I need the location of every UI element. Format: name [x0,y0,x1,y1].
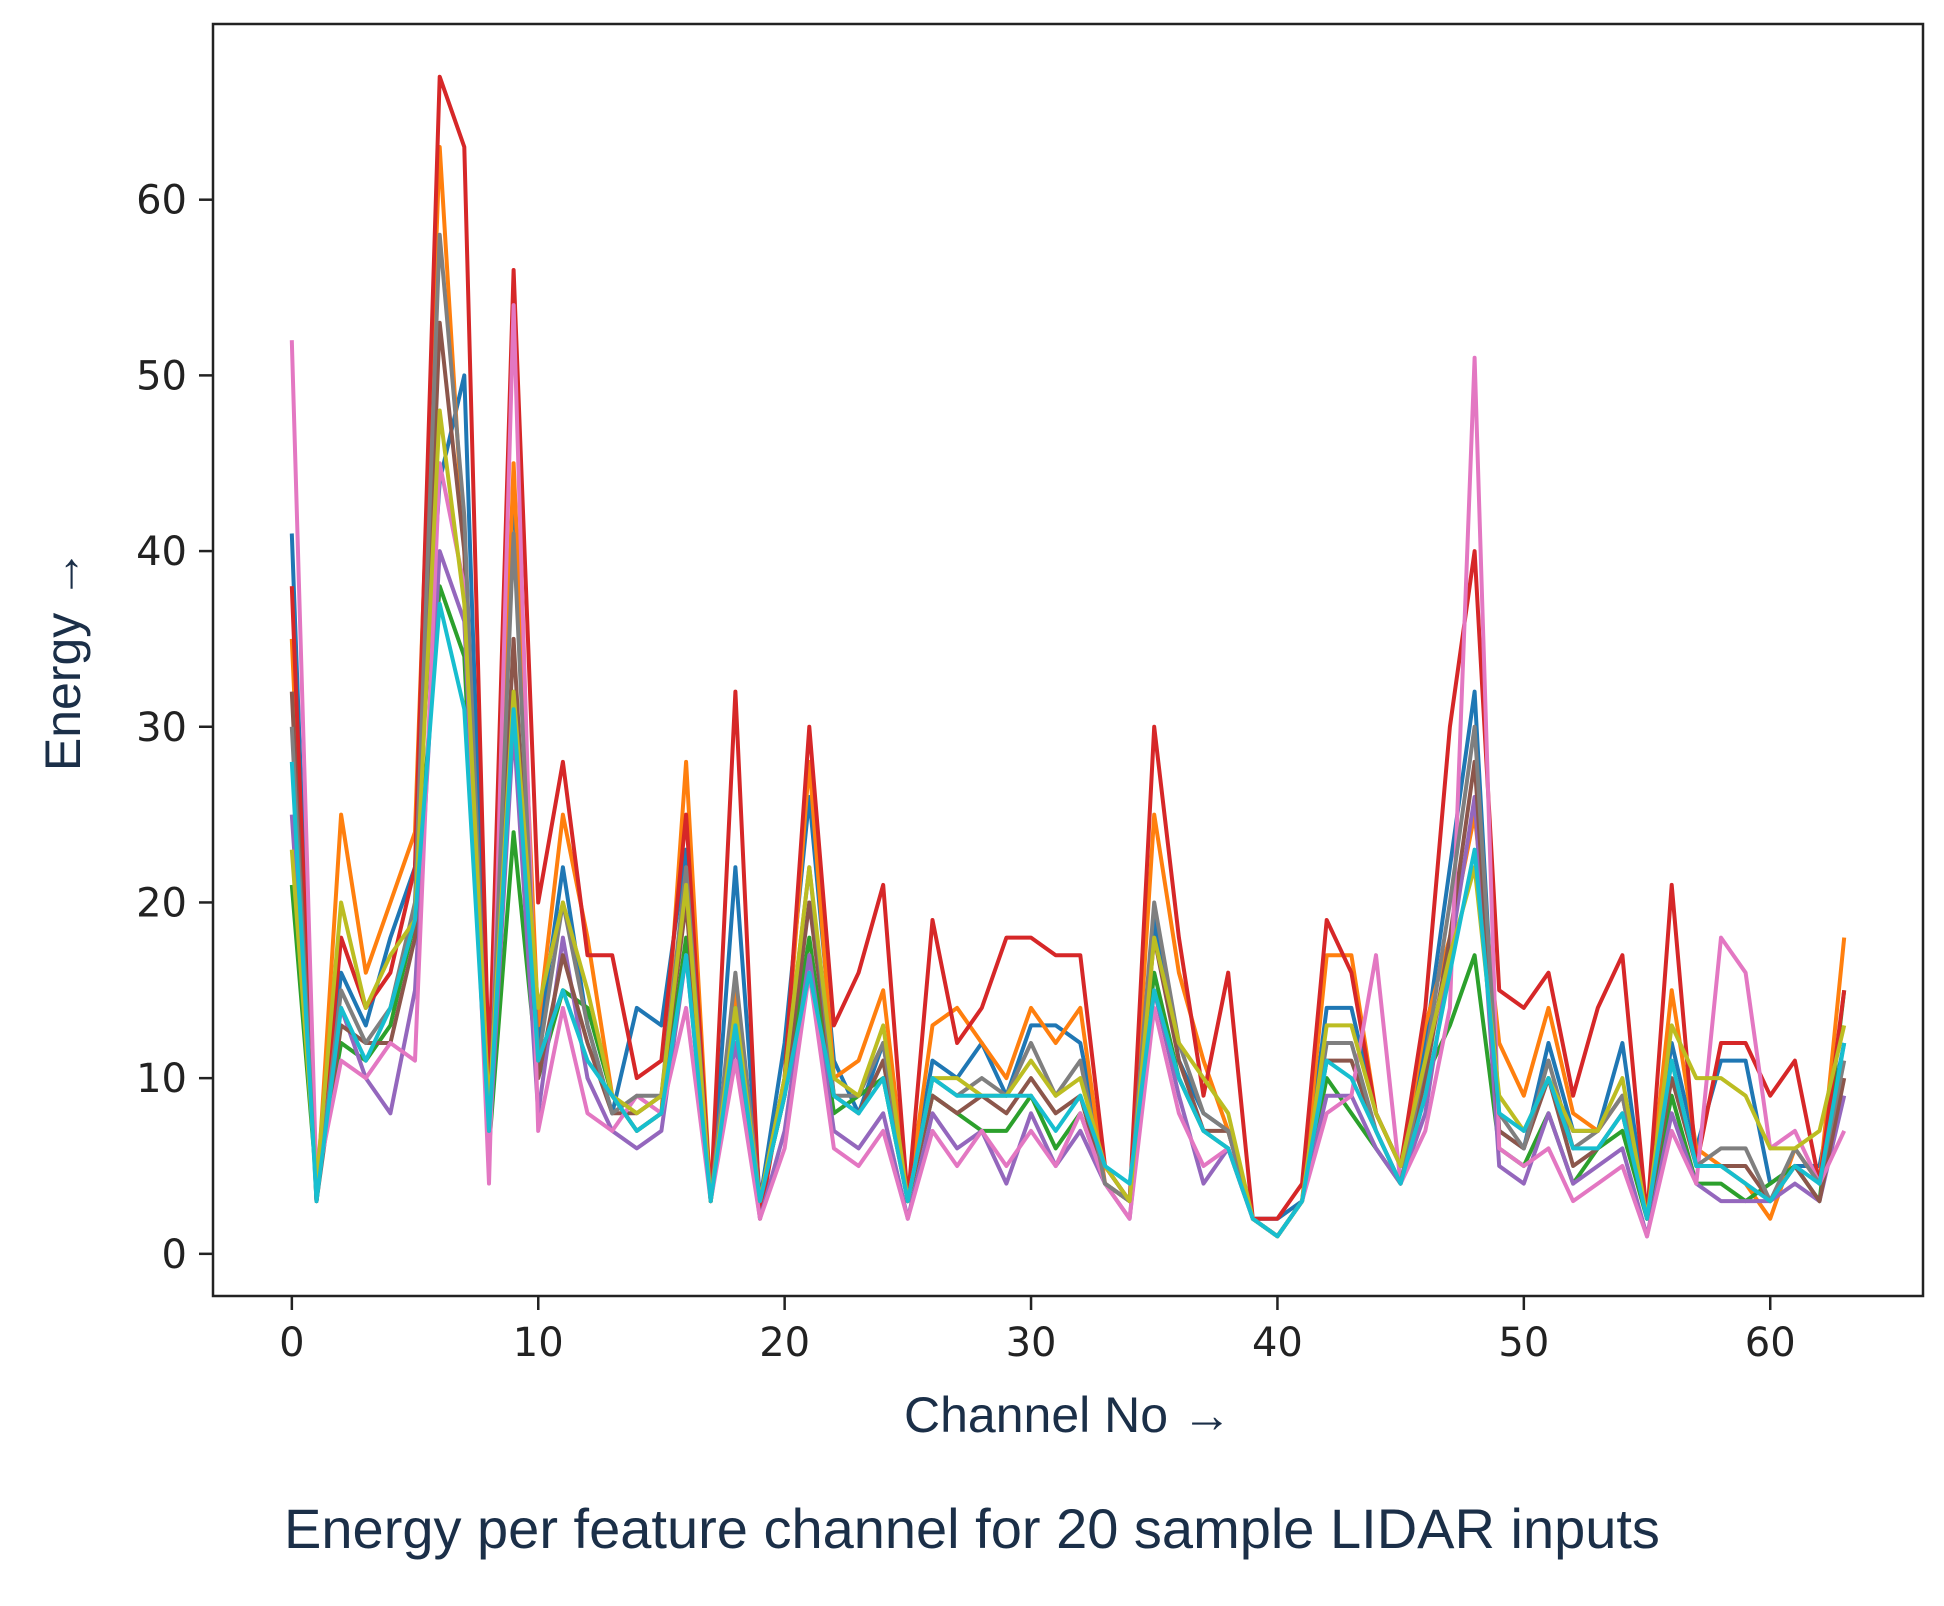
x-tick-label: 20 [759,1320,810,1366]
x-tick-label: 60 [1745,1320,1796,1366]
y-tick-label: 20 [136,880,187,926]
x-tick-label: 0 [279,1320,304,1366]
x-axis-title: Channel No → [904,1387,1232,1443]
series-line-9 [289,408,1847,1239]
y-tick-label: 30 [136,705,187,751]
y-tick-label: 40 [136,529,187,575]
x-axis: 0 10 20 30 40 50 60 [279,1296,1796,1366]
series-line-7 [289,303,1847,1239]
x-tick-label: 30 [1006,1320,1057,1366]
chart-caption: Energy per feature channel for 20 sample… [284,1497,1660,1560]
y-axis: 0 10 20 30 40 50 60 [136,178,213,1278]
plot-lines [289,74,1847,1239]
y-axis-title: Energy → [35,549,91,771]
series-line-2 [289,145,1847,1239]
series-line-10 [289,601,1847,1239]
series-line-4 [289,74,1847,1221]
x-tick-label: 10 [513,1320,564,1366]
y-tick-label: 0 [162,1232,187,1278]
series-line-6 [289,320,1847,1239]
series-line-8 [289,232,1847,1239]
plot-frame [211,22,1925,1298]
y-tick-label: 50 [136,353,187,399]
y-tick-label: 10 [136,1056,187,1102]
x-tick-label: 40 [1252,1320,1303,1366]
x-tick-label: 50 [1498,1320,1549,1366]
y-tick-label: 60 [136,178,187,224]
